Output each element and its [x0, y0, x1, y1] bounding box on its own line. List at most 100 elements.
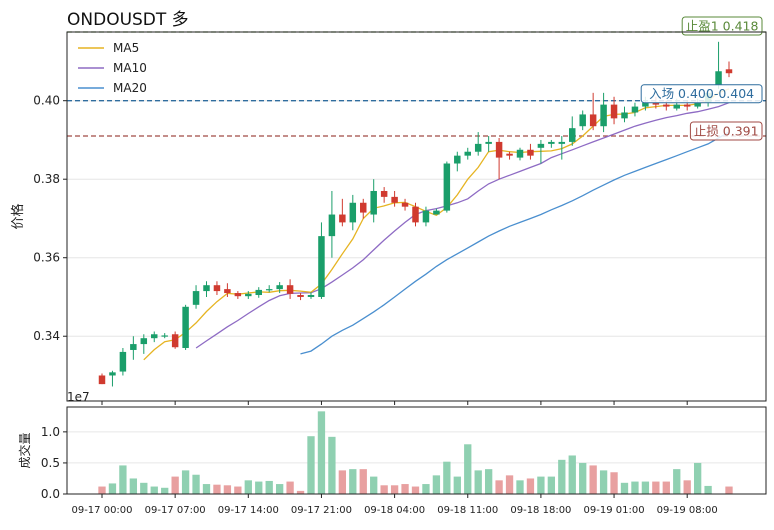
candle-body — [339, 214, 346, 223]
volume-bar — [171, 476, 179, 494]
volume-bar — [223, 485, 232, 494]
volume-bar — [558, 459, 566, 494]
candle-body — [192, 291, 200, 305]
volume-bar — [526, 478, 535, 494]
x-tick-label: 09-19 01:00 — [584, 505, 645, 516]
chart-title: ONDOUSDT 多 — [67, 10, 189, 30]
volume-bar — [505, 475, 514, 494]
candle-body — [391, 196, 398, 203]
volume-bar — [108, 483, 117, 494]
volume-bar — [568, 455, 576, 494]
volume-bar — [484, 469, 493, 494]
candle-body — [265, 289, 273, 291]
candle-body — [454, 155, 461, 164]
volume-bar — [631, 481, 639, 494]
volume-bar — [192, 474, 200, 494]
candle-body — [631, 106, 639, 113]
volume-bar — [213, 484, 221, 494]
volume-bar — [652, 481, 660, 494]
candle-body — [610, 104, 618, 119]
volume-ytick-label: 0.0 — [41, 487, 60, 501]
candle-body — [443, 163, 451, 211]
candle-body — [286, 285, 294, 294]
volume-frame — [66, 406, 767, 495]
legend-label-ma10: MA10 — [113, 61, 147, 75]
candle-body — [98, 375, 106, 385]
candle-body — [433, 210, 440, 215]
volume-bar — [349, 469, 357, 494]
candle-body — [579, 114, 586, 127]
candle-body — [652, 102, 660, 105]
candle-body — [694, 102, 701, 107]
x-tick-label: 09-18 04:00 — [364, 505, 425, 516]
candle-body — [182, 306, 189, 349]
candle-body — [725, 69, 733, 74]
volume-bar — [286, 481, 294, 494]
volume-bar — [704, 485, 712, 494]
x-tick-label: 09-17 00:00 — [71, 505, 132, 516]
volume-bar — [181, 470, 190, 494]
candle-body — [328, 214, 336, 237]
hline-label-0: 止盈1 0.418 — [686, 19, 759, 34]
volume-bar — [234, 486, 242, 494]
volume-ytick-label: 0.5 — [41, 456, 60, 470]
volume-ytick-label: 1.0 — [41, 425, 60, 439]
volume-bar — [683, 480, 691, 494]
x-tick-label: 09-18 18:00 — [510, 505, 571, 516]
price-offset-label: 1e7 — [67, 390, 90, 404]
candle-body — [516, 149, 524, 158]
candle-body — [527, 149, 534, 156]
volume-bar — [589, 465, 597, 494]
volume-bar — [390, 485, 399, 494]
volume-bar — [359, 469, 367, 494]
candle-body — [485, 141, 492, 144]
volume-bar — [516, 480, 524, 494]
candle-body — [370, 190, 377, 215]
candle-body — [276, 285, 283, 290]
candle-body — [297, 295, 304, 297]
hline-label-box-2 — [689, 121, 763, 141]
volume-bar — [422, 484, 430, 494]
x-tick-label: 09-17 21:00 — [291, 505, 352, 516]
volume-bar — [129, 478, 138, 494]
candle-body — [380, 190, 388, 197]
volume-bar — [620, 482, 629, 494]
volume-bar — [296, 490, 305, 494]
candle-body — [464, 151, 471, 156]
volume-bar — [265, 480, 273, 494]
candle-body — [119, 351, 127, 372]
x-tick-label: 09-18 11:00 — [437, 505, 498, 516]
volume-bar — [537, 476, 545, 494]
candle-body — [422, 210, 430, 223]
x-tick-label: 09-17 07:00 — [145, 505, 206, 516]
volume-bar — [547, 476, 556, 494]
price-ylabel: 价格 — [10, 203, 26, 229]
volume-bar — [401, 484, 409, 494]
candle-body — [495, 141, 503, 158]
volume-bar — [662, 481, 670, 494]
price-ytick-label: 0.36 — [33, 251, 60, 265]
candle-body — [360, 202, 367, 213]
volume-bar — [338, 470, 347, 494]
hline-label-1: 入场 0.400-0.404 — [649, 86, 754, 101]
hline-label-box-1 — [640, 84, 763, 104]
ma10-line — [195, 102, 730, 349]
volume-bar — [411, 486, 420, 494]
candle-body — [255, 289, 262, 296]
volume-bar — [579, 462, 587, 494]
candle-body — [600, 104, 607, 127]
volume-bar — [150, 486, 158, 494]
candle-body — [234, 293, 242, 297]
price-panel: 0.34 0.36 0.38 0.40 止盈1 0.418 入场 0.400-0.404 止… — [10, 16, 767, 405]
volume-bar — [255, 481, 263, 494]
candle-body — [569, 128, 576, 142]
candle-body — [245, 293, 252, 297]
candle-body — [621, 112, 628, 119]
price-ytick-label: 0.34 — [33, 329, 60, 343]
candle-body — [548, 141, 555, 144]
candle-body — [213, 285, 221, 292]
volume-bar — [98, 486, 106, 494]
volume-bar — [453, 476, 461, 494]
